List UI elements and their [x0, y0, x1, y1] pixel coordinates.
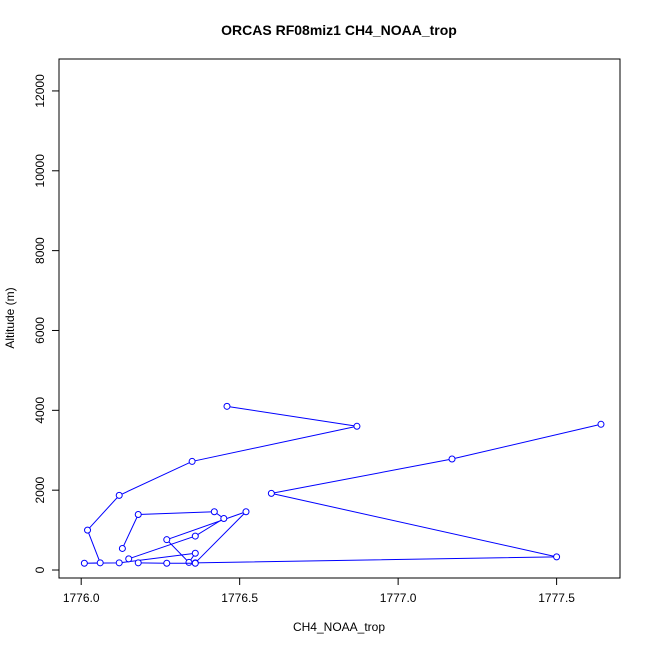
data-point: [134, 559, 142, 567]
data-point: [191, 549, 199, 557]
chart-title: ORCAS RF08miz1 CH4_NOAA_trop: [221, 22, 457, 38]
data-point: [191, 532, 199, 540]
data-point: [188, 457, 196, 465]
y-axis: 0 2000 4000 6000 8000 10000 12000: [33, 74, 59, 573]
x-axis: 1776.0 1776.5 1777.0 1777.5: [63, 578, 575, 605]
data-point: [134, 511, 142, 519]
y-tick-label: 8000: [33, 237, 47, 264]
x-tick-label: 1776.0: [63, 591, 100, 605]
plot-frame: [58, 58, 621, 579]
data-series: [80, 402, 605, 567]
data-point: [220, 515, 228, 523]
data-point: [448, 455, 456, 463]
data-point: [118, 544, 126, 552]
x-axis-label: CH4_NOAA_trop: [293, 620, 385, 634]
data-point: [185, 558, 193, 566]
data-point: [553, 553, 561, 561]
data-point: [597, 420, 605, 428]
data-point: [163, 559, 171, 567]
data-point: [353, 422, 361, 430]
y-tick-label: 10000: [33, 154, 47, 188]
data-point: [223, 402, 231, 410]
data-point: [191, 559, 199, 567]
data-point: [125, 555, 133, 563]
series-line-3: [121, 511, 225, 560]
data-point: [115, 559, 123, 567]
y-tick-label: 0: [33, 566, 47, 573]
data-point: [84, 526, 92, 534]
y-tick-label: 4000: [33, 397, 47, 424]
y-tick-label: 12000: [33, 74, 47, 108]
data-point: [115, 491, 123, 499]
data-point: [163, 536, 171, 544]
y-tick-label: 2000: [33, 476, 47, 503]
y-axis-label: Altitude (m): [3, 287, 17, 348]
data-point: [96, 559, 104, 567]
data-point: [210, 508, 218, 516]
x-tick-label: 1776.5: [221, 591, 258, 605]
x-tick-label: 1777.0: [380, 591, 417, 605]
data-point: [242, 508, 250, 516]
data-point: [267, 489, 275, 497]
series-line-1: [84, 405, 602, 564]
x-tick-label: 1777.5: [538, 591, 575, 605]
y-tick-label: 6000: [33, 317, 47, 344]
data-point: [80, 559, 88, 567]
